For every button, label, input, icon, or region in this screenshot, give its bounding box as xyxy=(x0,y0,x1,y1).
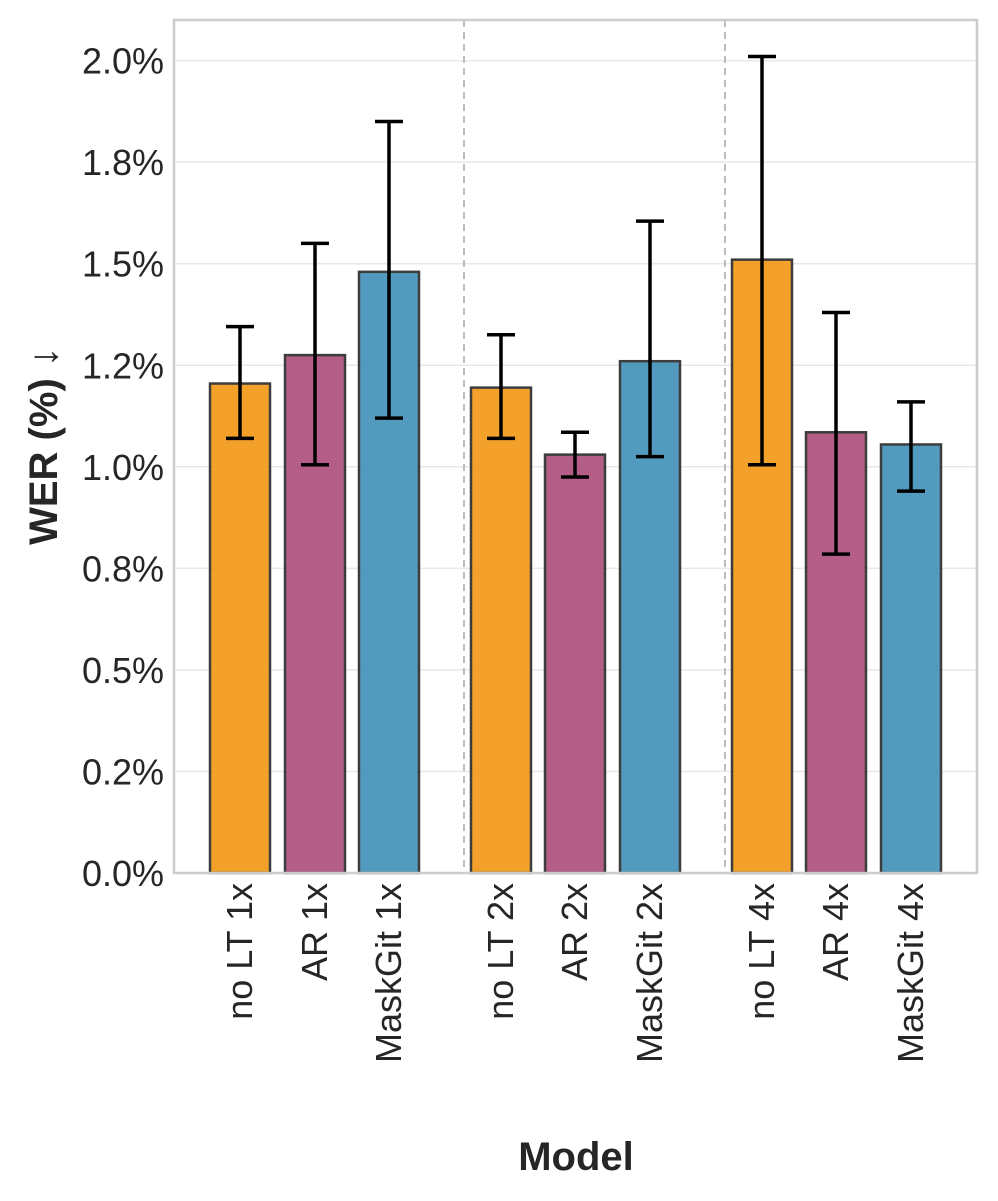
error-bar xyxy=(226,324,254,441)
x-tick-label: MaskGit 2x xyxy=(629,883,670,1063)
y-tick-label: 1.5% xyxy=(82,244,164,285)
error-bar xyxy=(822,310,850,556)
x-tick-label: no LT 2x xyxy=(480,883,521,1020)
group-separators xyxy=(463,20,726,873)
y-tick-label: 0.5% xyxy=(82,650,164,691)
x-axis-title: Model xyxy=(518,1135,634,1179)
x-tick-label: MaskGit 4x xyxy=(890,883,931,1063)
error-bars xyxy=(226,54,925,556)
y-tick-label: 0.2% xyxy=(82,751,164,792)
y-tick-labels: 0.0% 0.2% 0.5% 0.8% 1.0% 1.2% 1.5% 1.8% 2.0% xyxy=(82,41,164,894)
error-bar xyxy=(897,400,925,493)
x-tick-label: no LT 4x xyxy=(741,883,782,1020)
error-bar xyxy=(487,333,515,441)
error-bar xyxy=(301,241,329,467)
bars xyxy=(208,258,943,875)
x-tick-label: AR 1x xyxy=(294,883,335,981)
y-tick-label: 2.0% xyxy=(82,41,164,82)
error-bar xyxy=(636,219,664,459)
bar xyxy=(469,386,533,875)
x-tick-labels: no LT 1x AR 1x MaskGit 1x no LT 2x AR 2x Mask… xyxy=(219,883,931,1063)
y-axis-title: WER (%) ↓ xyxy=(22,347,66,545)
y-tick-label: 0.0% xyxy=(82,853,164,894)
y-tick-label: 0.8% xyxy=(82,548,164,589)
y-tick-label: 1.8% xyxy=(82,142,164,183)
bar xyxy=(543,453,607,875)
bar xyxy=(879,443,943,875)
error-bar xyxy=(561,430,589,479)
bar xyxy=(208,382,272,875)
plot-frame xyxy=(172,18,979,875)
x-tick-label: no LT 1x xyxy=(219,883,260,1020)
x-tick-label: MaskGit 1x xyxy=(368,883,409,1063)
y-tick-label: 1.0% xyxy=(82,447,164,488)
y-tick-label: 1.2% xyxy=(82,345,164,386)
error-bar xyxy=(375,119,403,420)
error-bar xyxy=(748,54,776,467)
x-tick-label: AR 4x xyxy=(815,883,856,981)
x-tick-label: AR 2x xyxy=(554,883,595,981)
